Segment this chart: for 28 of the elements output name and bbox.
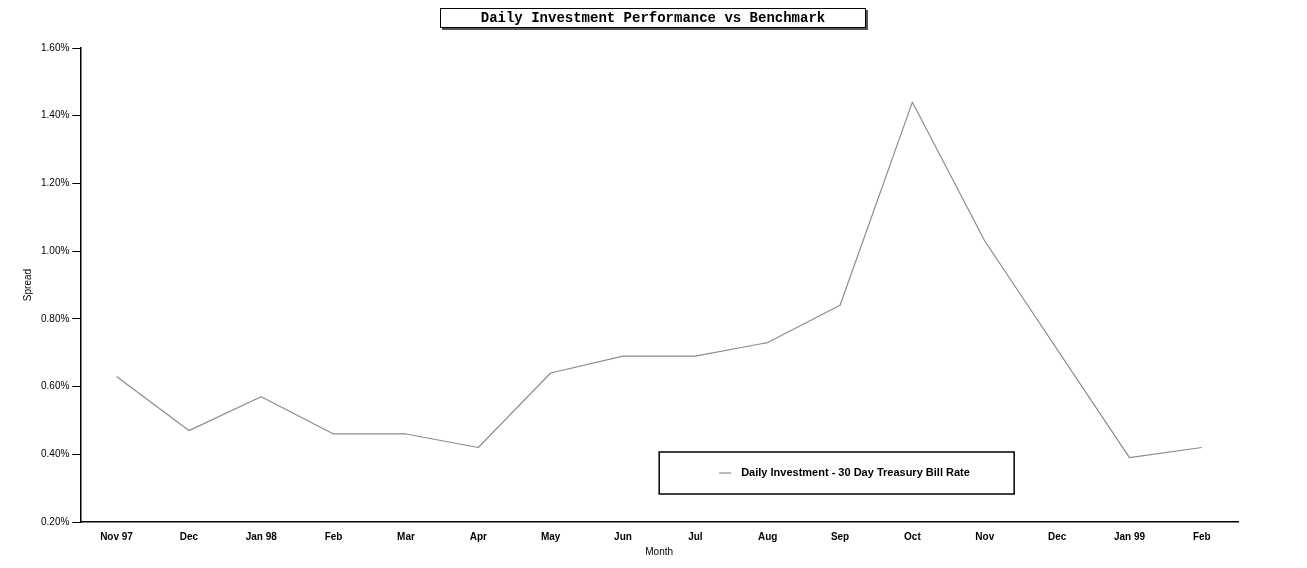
x-tick-label: Jan 98 (245, 530, 278, 542)
x-tick-label: Jul (688, 530, 703, 542)
x-tick-label: Feb (1192, 530, 1211, 542)
x-tick-label: Sep (830, 530, 850, 542)
y-tick-label: 0.80% (41, 312, 70, 324)
x-tick-label: Nov (975, 530, 995, 542)
x-tick-label: Aug (757, 530, 778, 542)
x-tick-label: Nov 97 (100, 530, 134, 542)
y-tick-label: 0.60% (41, 380, 70, 392)
x-tick-label: Apr (469, 530, 488, 542)
y-tick-label: 1.20% (41, 177, 70, 189)
x-tick-label: Feb (324, 530, 343, 542)
chart-title: Daily Investment Performance vs Benchmark (439, 8, 867, 28)
x-tick-label: Mar (397, 530, 415, 542)
x-tick-label: Oct (904, 530, 922, 542)
x-tick-label: Jan 99 (1113, 530, 1146, 542)
x-tick-label: Jun (614, 530, 632, 542)
y-tick-label: 1.00% (41, 244, 70, 256)
y-tick-label: 0.40% (41, 448, 70, 460)
y-tick-label: 1.40% (41, 109, 70, 121)
x-tick-label: May (540, 530, 561, 542)
x-tick-label: Dec (179, 530, 199, 542)
y-tick-label: 1.60% (41, 41, 70, 53)
y-axis-title: Spread (21, 268, 33, 302)
x-axis-title: Month (645, 545, 674, 557)
y-tick-label: 0.20% (41, 515, 70, 527)
legend-label: Daily Investment - 30 Day Treasury Bill Rate (741, 466, 970, 479)
x-tick-label: Dec (1047, 530, 1067, 542)
